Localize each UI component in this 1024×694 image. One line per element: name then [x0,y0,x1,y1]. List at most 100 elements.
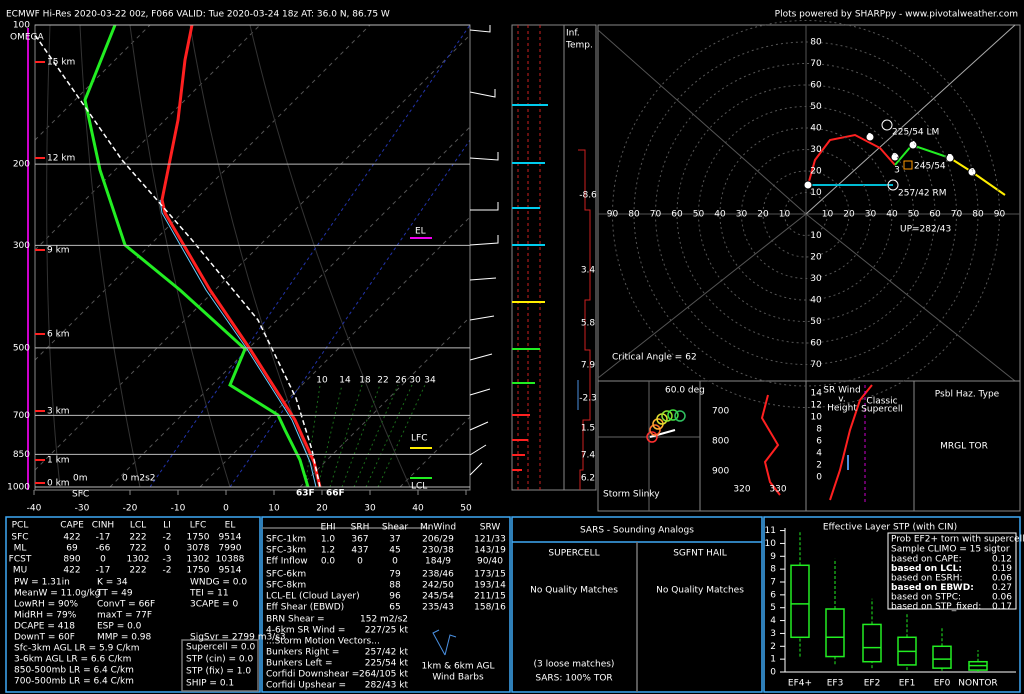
hodo-speed-label: 20 [810,253,822,263]
kin-cell: 158/16 [474,603,506,613]
hodo-speed-label: 80 [810,38,822,48]
kin-cell: 242/50 [422,581,454,591]
temp-label: 40 [412,504,424,514]
thermo-cell: 69 [66,544,78,554]
hodo-speed-label: 50 [693,210,705,220]
srwind-title: SR Wind [823,386,860,396]
motion-title: ...Storm Motion Vectors... [266,637,380,647]
srwind-height-label: 2 [816,461,822,471]
srh-label: 0 m2s2 [122,474,156,484]
classic-supercell-label: Classic [866,397,897,407]
sars-title: SARS - Sounding Analogs [580,526,694,536]
thermo-cell: 10388 [216,555,245,565]
bottom-panels [5,516,1021,693]
kin-cell: 193/14 [474,581,506,591]
kin-cell: Eff Inflow [266,557,308,567]
thermo-header: LCL [130,521,146,531]
stp-tick-label: 1 [770,655,776,665]
inf-temp-value: 1.5 [581,424,595,434]
motion-label: Corfidi Downshear = [266,670,359,680]
lapse-rate: 3-6km AGL LR = 6.6 C/km [14,655,131,665]
hodo-speed-label: 20 [810,167,822,177]
slinky-angle: 60.0 deg [665,386,705,396]
stp-tick-label: 11 [765,526,776,536]
mean-wind-label: 245/54 [914,162,946,172]
hodo-speed-label: 60 [810,81,822,91]
hodo-speed-label: 70 [810,360,822,370]
kin-cell: 184/9 [425,557,451,567]
thermo-index: DCAPE = 418 [14,622,75,632]
stp-tick-label: 8 [770,565,776,575]
height-label: 9 km [47,246,70,256]
hodo-speed-label: 70 [810,59,822,69]
kin-cell: 173/15 [474,570,506,580]
hodo-speed-label: 60 [929,210,941,220]
sars-hail: SGFNT HAIL [673,549,727,559]
mixing-ratio-label: 18 [359,376,371,386]
stp-legend-label: based on LCL: [891,564,962,574]
hodo-speed-label: 30 [865,210,877,220]
thermo-cell: SFC [11,533,28,543]
hodo-speed-label: 70 [650,210,662,220]
hodograph-decor [597,24,1021,512]
hodo-speed-label: 20 [757,210,769,220]
thermo-cell: -2 [163,533,172,543]
thermo-header: LI [163,521,171,531]
pressure-label: 1000 [7,483,30,493]
thermo-cell: 0 [164,544,170,554]
hodo-speed-label: 80 [628,210,640,220]
theta-pressure-label: 700 [712,407,729,417]
stp-category: EF0 [934,679,951,689]
thermo-cell: 1302 [187,555,210,565]
classic-supercell-label: Supercell [861,405,903,415]
lapse-rate: 700-500mb LR = 6.4 C/km [14,677,134,687]
lapse-rate: Sfc-3km AGL LR = 5.9 C/km [14,644,140,654]
motion-label: Bunkers Left = [266,659,333,669]
srwind-title: Height [827,404,857,414]
stp-legend-label: based on STPC: [891,593,961,603]
kin-param: BRN Shear = [266,615,325,625]
right-mover-label: 257/42 RM [898,189,947,199]
thermo-cell: 422 [63,566,80,576]
theta-pressure-label: 800 [712,437,729,447]
lcl-label: LCL [411,482,427,492]
kin-header: SRH [351,523,370,533]
composite-index: Supercell = 0.0 [186,643,256,653]
hodo-speed-label: 30 [810,145,822,155]
hodo-ring [719,127,893,301]
stp-tick-label: 4 [770,616,776,626]
stp-category: NONTOR [958,679,997,689]
kin-cell: 96 [389,592,401,602]
pressure-label: 700 [13,411,30,421]
stp-tick-label: 0 [770,668,776,678]
header-title: ECMWF Hi-Res 2020-03-22 00z, F066 VALID:… [6,10,390,20]
temp-label: 10 [268,504,280,514]
thermo-cell: 1750 [187,533,210,543]
thermo-cell: 722 [129,544,146,554]
hodo-speed-label: 40 [886,210,898,220]
srwind-title: v. [838,395,846,405]
mixing-ratio-label: 30 [409,376,421,386]
composite-index: STP (fix) = 1.0 [186,667,251,677]
srwind-height-label: 10 [811,413,823,423]
kin-cell: 1.0 [321,535,336,545]
profile-columns [511,24,597,491]
stp-tick-label: 9 [770,552,776,562]
temp-label: 20 [316,504,328,514]
box [825,608,845,658]
theta-value-label: 320 [733,485,750,495]
hodo-speed-label: 90 [607,210,619,220]
el-label: EL [415,227,426,237]
stp-legend-value: 0.17 [992,602,1012,612]
thermo-cell: MU [13,566,27,576]
kin-cell: 143/19 [474,546,506,556]
kin-header: Shear [382,523,408,533]
kin-cell: 238/46 [422,570,454,580]
mixing-ratio-label: 26 [395,376,407,386]
hodo-height-label: 5 [947,154,953,164]
kin-cell: 0 [392,557,398,567]
thermo-index: 3CAPE = 0 [190,600,239,610]
pressure-label: 100 [13,21,30,31]
thermo-cell: -3 [163,555,172,565]
thermo-cell: 222 [129,533,146,543]
